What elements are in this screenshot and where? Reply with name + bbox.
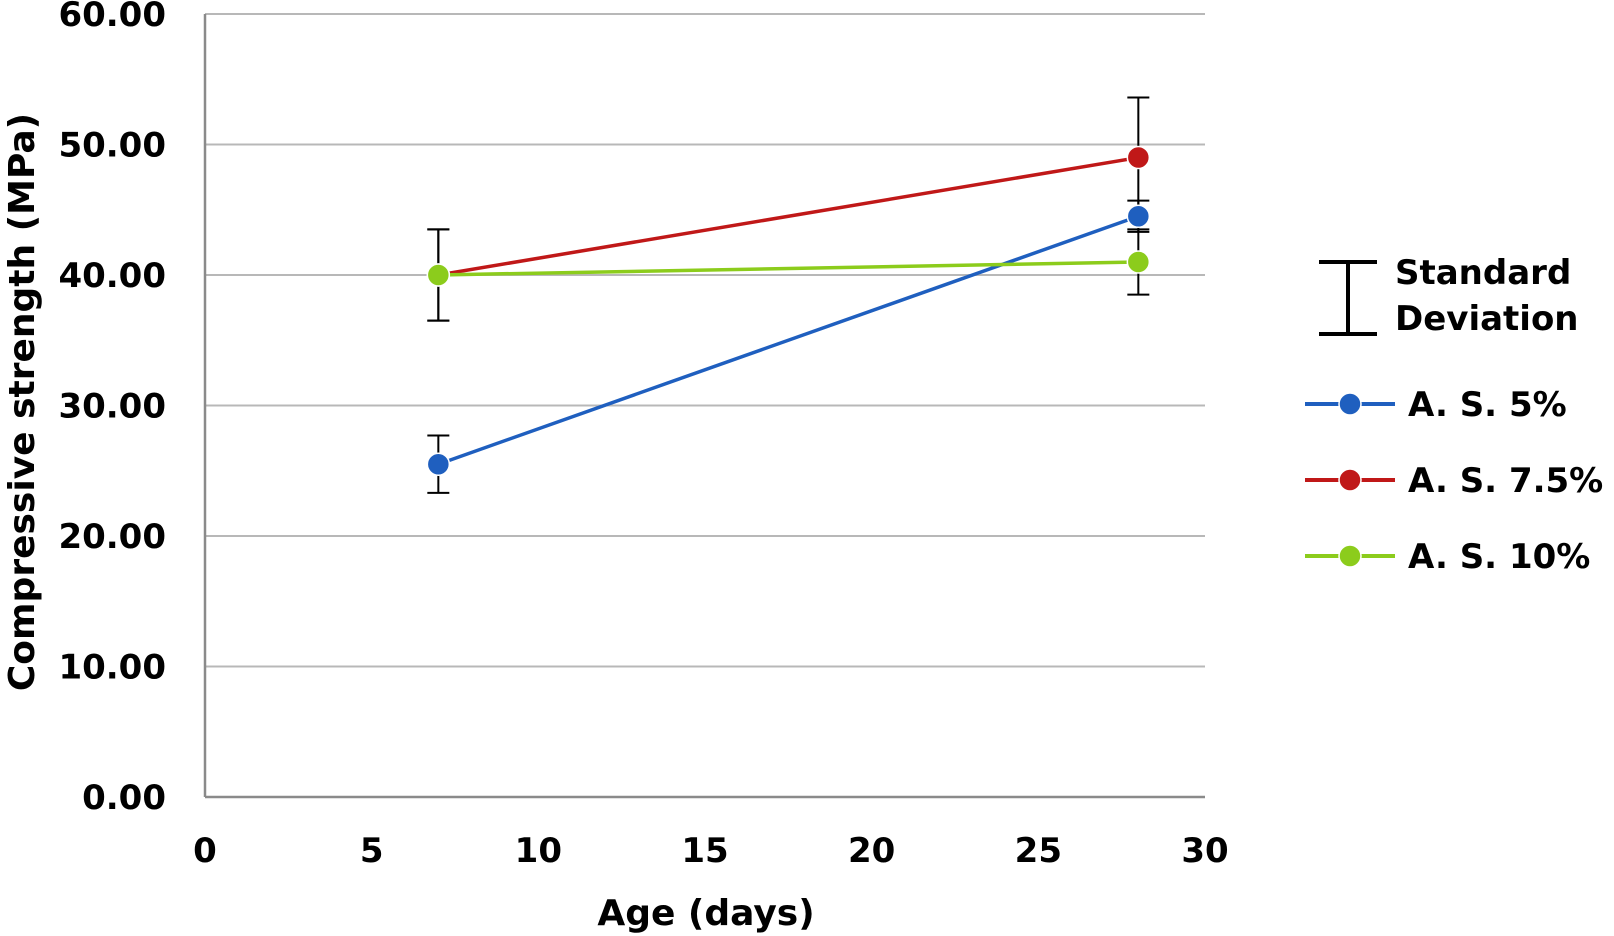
- x-tick-labels: 0 5 10 15 20 25 30: [193, 831, 1229, 871]
- y-tick-label: 40.00: [58, 256, 166, 296]
- legend-swatch-marker-2: [1338, 544, 1362, 568]
- y-tick-label: 60.00: [58, 0, 166, 35]
- y-tick-label: 50.00: [58, 126, 166, 166]
- legend-label-2: A. S. 10%: [1408, 537, 1590, 577]
- x-tick-label: 20: [848, 831, 895, 871]
- x-tick-label: 25: [1015, 831, 1062, 871]
- y-tick-label: 20.00: [58, 517, 166, 557]
- legend-swatch-marker-1: [1338, 468, 1362, 492]
- x-tick-label: 5: [360, 831, 384, 871]
- series-line-1: [438, 155, 1139, 277]
- y-tick-label: 30.00: [58, 387, 166, 427]
- series-line-0: [437, 214, 1139, 466]
- legend-swatch-marker-0: [1338, 392, 1362, 416]
- series-layer: [426, 96, 1151, 494]
- legend-error-bar-label: Deviation: [1395, 299, 1579, 339]
- series-line-2: [438, 260, 1139, 277]
- x-tick-label: 30: [1181, 831, 1228, 871]
- legend-label-1: A. S. 7.5%: [1408, 461, 1603, 501]
- axes: [203, 14, 1205, 799]
- x-tick-label: 15: [681, 831, 728, 871]
- gridlines: [205, 13, 1205, 668]
- data-point: [426, 263, 451, 287]
- x-tick-label: 10: [515, 831, 562, 871]
- data-point: [1126, 145, 1151, 170]
- data-point: [1126, 204, 1151, 229]
- y-tick-label: 0.00: [82, 778, 166, 818]
- legend-label-0: A. S. 5%: [1408, 385, 1567, 425]
- y-axis-title: Compressive strength (MPa): [2, 113, 43, 691]
- legend: Standard Deviation A. S. 5% A. S. 7.5% A. S.…: [1305, 253, 1603, 577]
- x-tick-label: 0: [193, 831, 217, 871]
- y-tick-label: 10.00: [58, 648, 166, 688]
- y-tick-labels: 0.00 10.00 20.00 30.00 40.00 50.00 60.00: [58, 0, 166, 818]
- data-point: [426, 452, 451, 476]
- legend-error-bar-label: Standard: [1395, 253, 1571, 293]
- x-axis-title: Age (days): [597, 893, 814, 934]
- data-point: [1126, 250, 1151, 274]
